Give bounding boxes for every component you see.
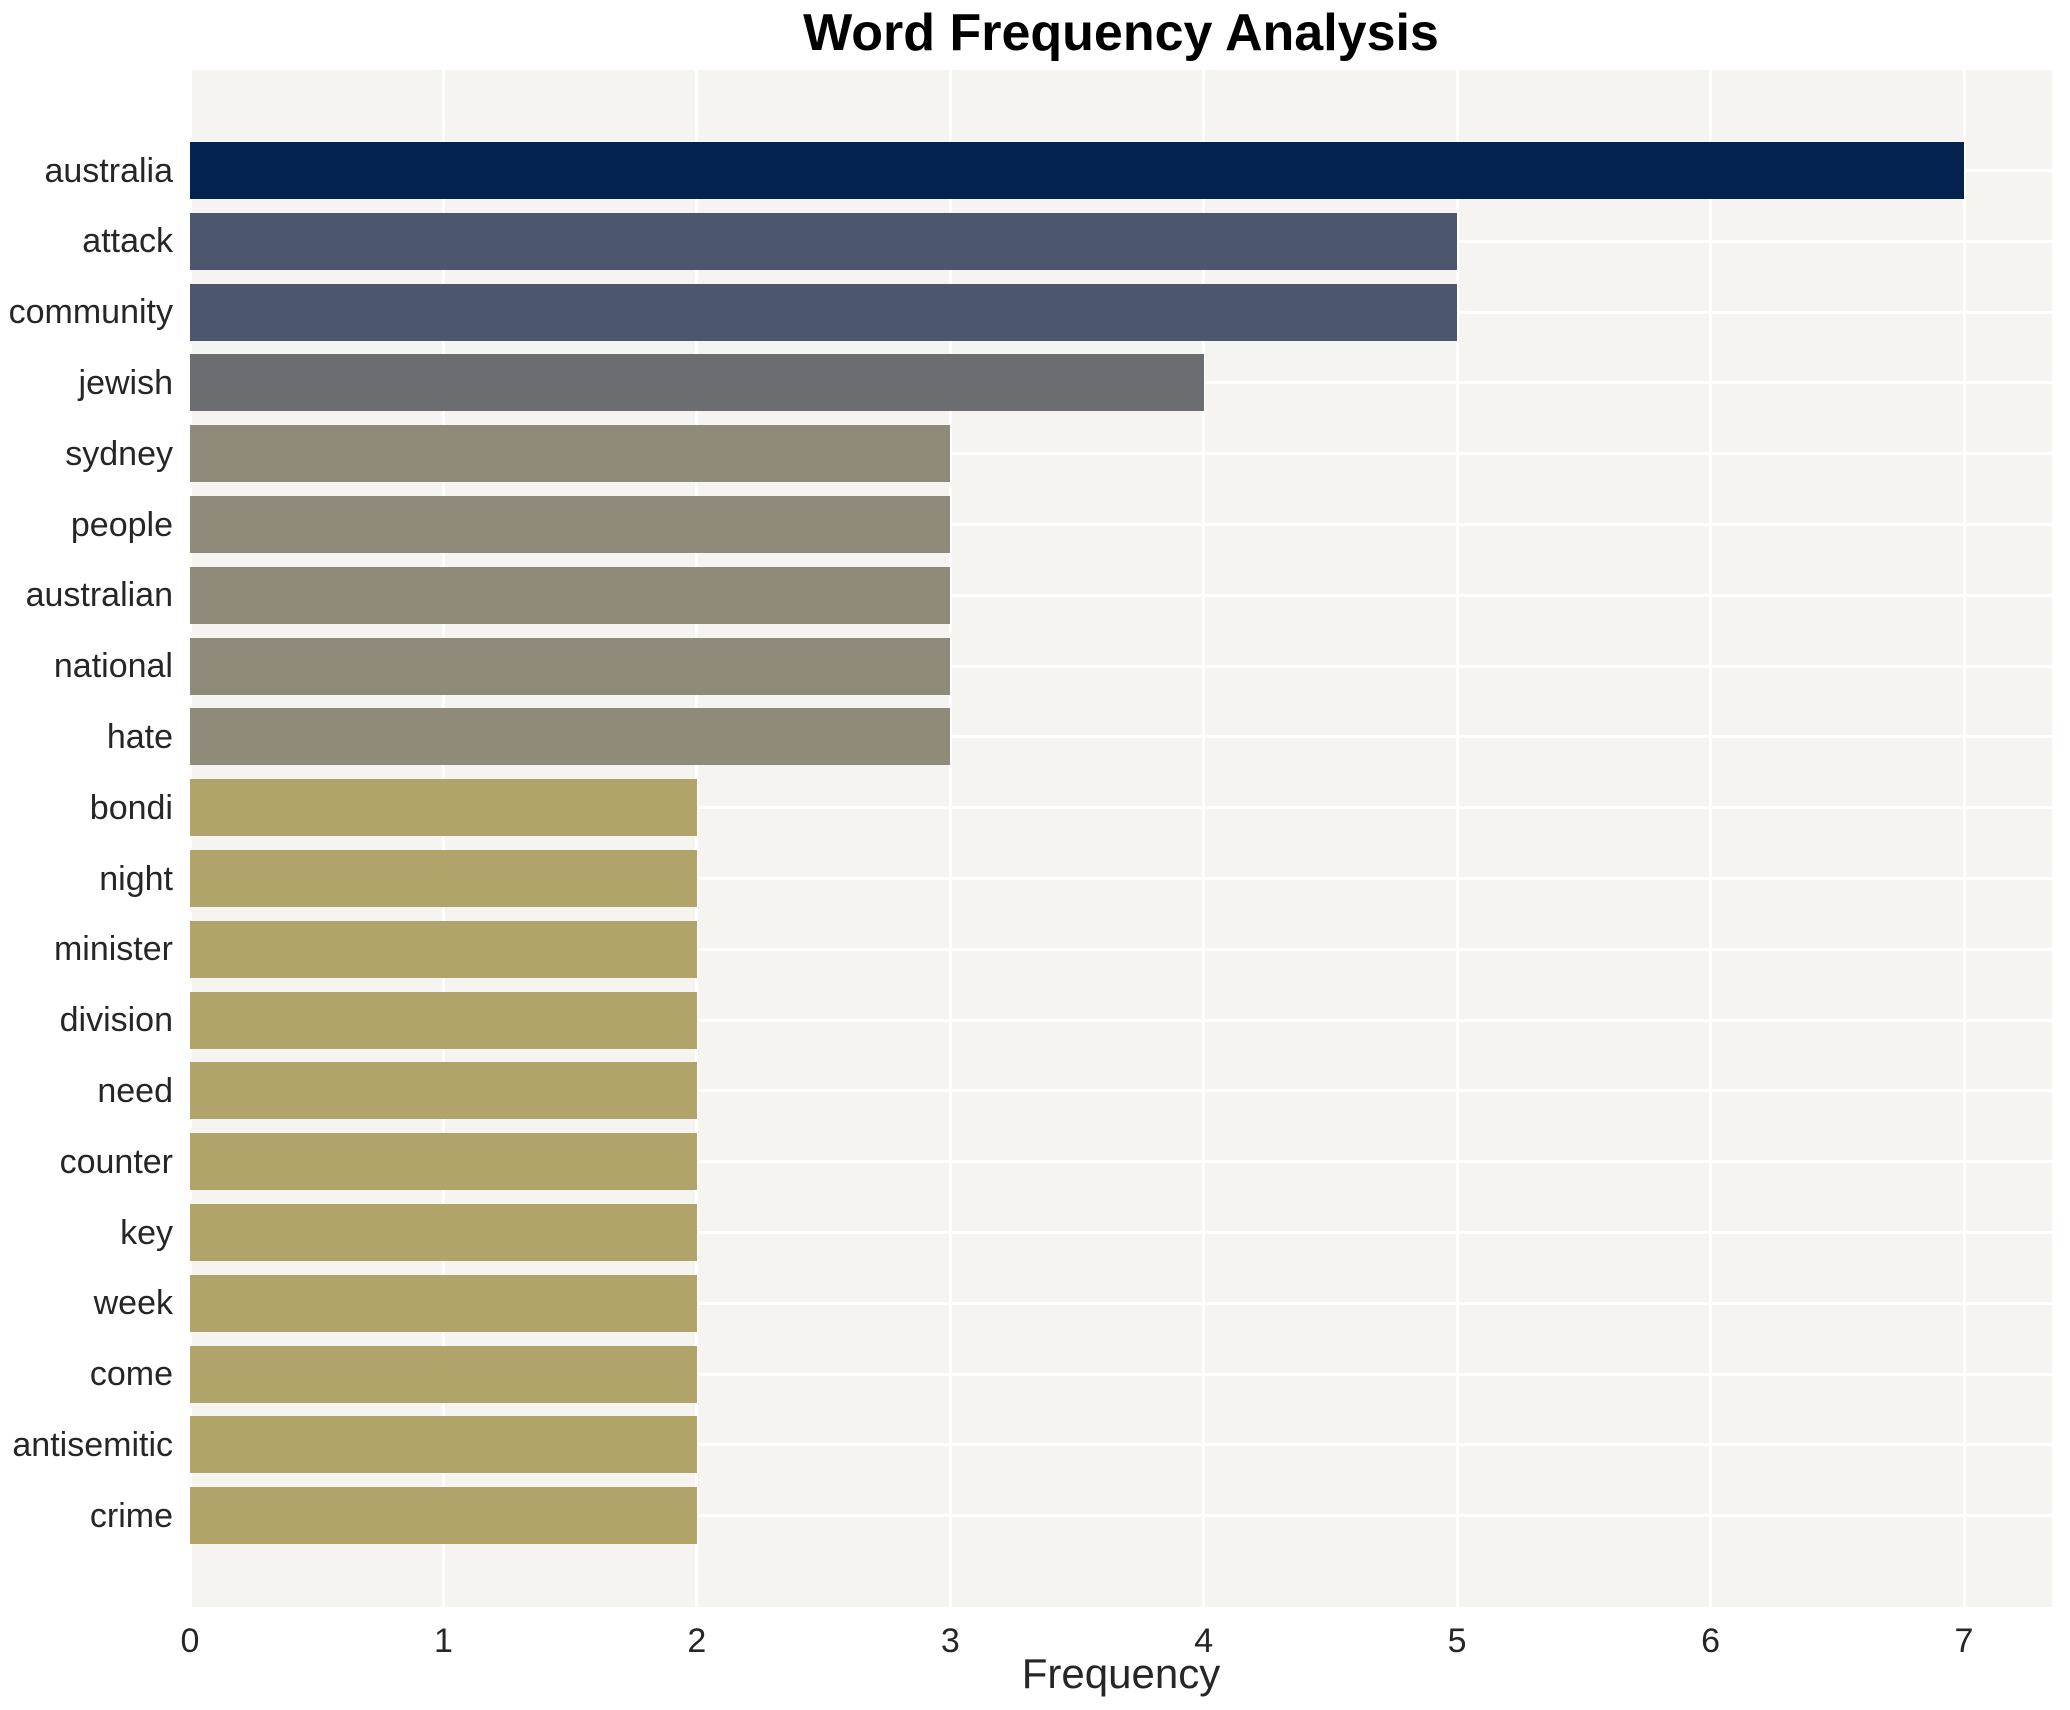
- bar-antisemitic: [190, 1416, 697, 1474]
- y-tick-label-national: national: [53, 647, 173, 686]
- y-gridline: [190, 1160, 2052, 1164]
- y-gridline: [190, 1231, 2052, 1234]
- bar-minister: [190, 920, 697, 978]
- bar-sydney: [190, 425, 951, 483]
- y-tick-label-people: people: [70, 505, 173, 544]
- x-gridline: [1962, 70, 1966, 1607]
- bar-night: [190, 850, 697, 907]
- x-gridline: [695, 70, 699, 1607]
- bar-attack: [190, 212, 1458, 270]
- bar-people: [190, 496, 951, 553]
- y-gridline: [190, 806, 2052, 810]
- y-gridline: [190, 877, 2052, 880]
- y-gridline: [190, 947, 2052, 951]
- x-tick-label-7: 7: [1954, 1622, 1974, 1660]
- y-tick-label-jewish: jewish: [78, 363, 173, 402]
- y-tick-label-bondi: bondi: [89, 788, 173, 827]
- y-gridline: [190, 523, 2052, 526]
- y-tick-label-community: community: [8, 293, 173, 332]
- x-tick-label-1: 1: [433, 1622, 453, 1660]
- bar-week: [190, 1274, 697, 1332]
- bar-crime: [190, 1487, 697, 1545]
- y-gridline: [190, 664, 2052, 668]
- x-gridline: [441, 70, 445, 1607]
- chart-title: Word Frequency Analysis: [803, 4, 1439, 62]
- y-gridline: [190, 1301, 2052, 1305]
- y-tick-label-come: come: [89, 1355, 173, 1394]
- bar-jewish: [190, 354, 1204, 412]
- bar-australian: [190, 566, 951, 624]
- y-tick-label-minister: minister: [53, 930, 173, 969]
- y-tick-label-australia: australia: [44, 151, 173, 190]
- bar-bondi: [190, 779, 697, 837]
- x-tick-label-4: 4: [1194, 1622, 1214, 1660]
- y-tick-label-need: need: [97, 1071, 173, 1110]
- y-gridline: [190, 452, 2052, 456]
- y-tick-label-attack: attack: [82, 222, 173, 261]
- x-gridline: [1455, 70, 1459, 1607]
- bar-national: [190, 637, 951, 695]
- bar-community: [190, 283, 1458, 341]
- y-tick-label-sydney: sydney: [65, 434, 173, 473]
- y-tick-label-night: night: [99, 859, 173, 898]
- bar-come: [190, 1345, 697, 1403]
- y-tick-label-division: division: [59, 1001, 173, 1040]
- y-tick-label-week: week: [93, 1284, 173, 1323]
- bar-key: [190, 1204, 697, 1261]
- y-gridline: [190, 735, 2052, 739]
- bar-australia: [190, 142, 1964, 199]
- y-tick-label-australian: australian: [25, 576, 173, 615]
- y-gridline: [190, 1089, 2052, 1093]
- y-tick-label-antisemitic: antisemitic: [12, 1425, 173, 1464]
- x-tick-label-3: 3: [940, 1622, 960, 1660]
- y-gridline: [190, 593, 2052, 597]
- y-tick-label-hate: hate: [106, 717, 173, 756]
- plot-area: [188, 70, 2052, 1607]
- bar-counter: [190, 1133, 697, 1191]
- y-tick-label-crime: crime: [89, 1496, 173, 1535]
- x-gridline: [1202, 70, 1206, 1607]
- bar-division: [190, 991, 697, 1049]
- bar-hate: [190, 708, 951, 766]
- y-gridline: [190, 1372, 2052, 1376]
- x-axis-label: Frequency: [1021, 1650, 1221, 1697]
- x-tick-label-6: 6: [1701, 1622, 1721, 1660]
- y-tick-label-counter: counter: [59, 1142, 173, 1181]
- x-gridline: [188, 70, 192, 1607]
- x-gridline: [1709, 70, 1713, 1607]
- y-gridline: [190, 1443, 2052, 1447]
- bar-need: [190, 1062, 697, 1120]
- x-gridline: [948, 70, 952, 1607]
- y-gridline: [190, 1018, 2052, 1022]
- x-tick-label-0: 0: [180, 1622, 200, 1660]
- x-tick-label-5: 5: [1447, 1622, 1467, 1660]
- y-gridline: [190, 1514, 2052, 1518]
- x-tick-label-2: 2: [687, 1622, 707, 1660]
- y-tick-label-key: key: [120, 1213, 173, 1252]
